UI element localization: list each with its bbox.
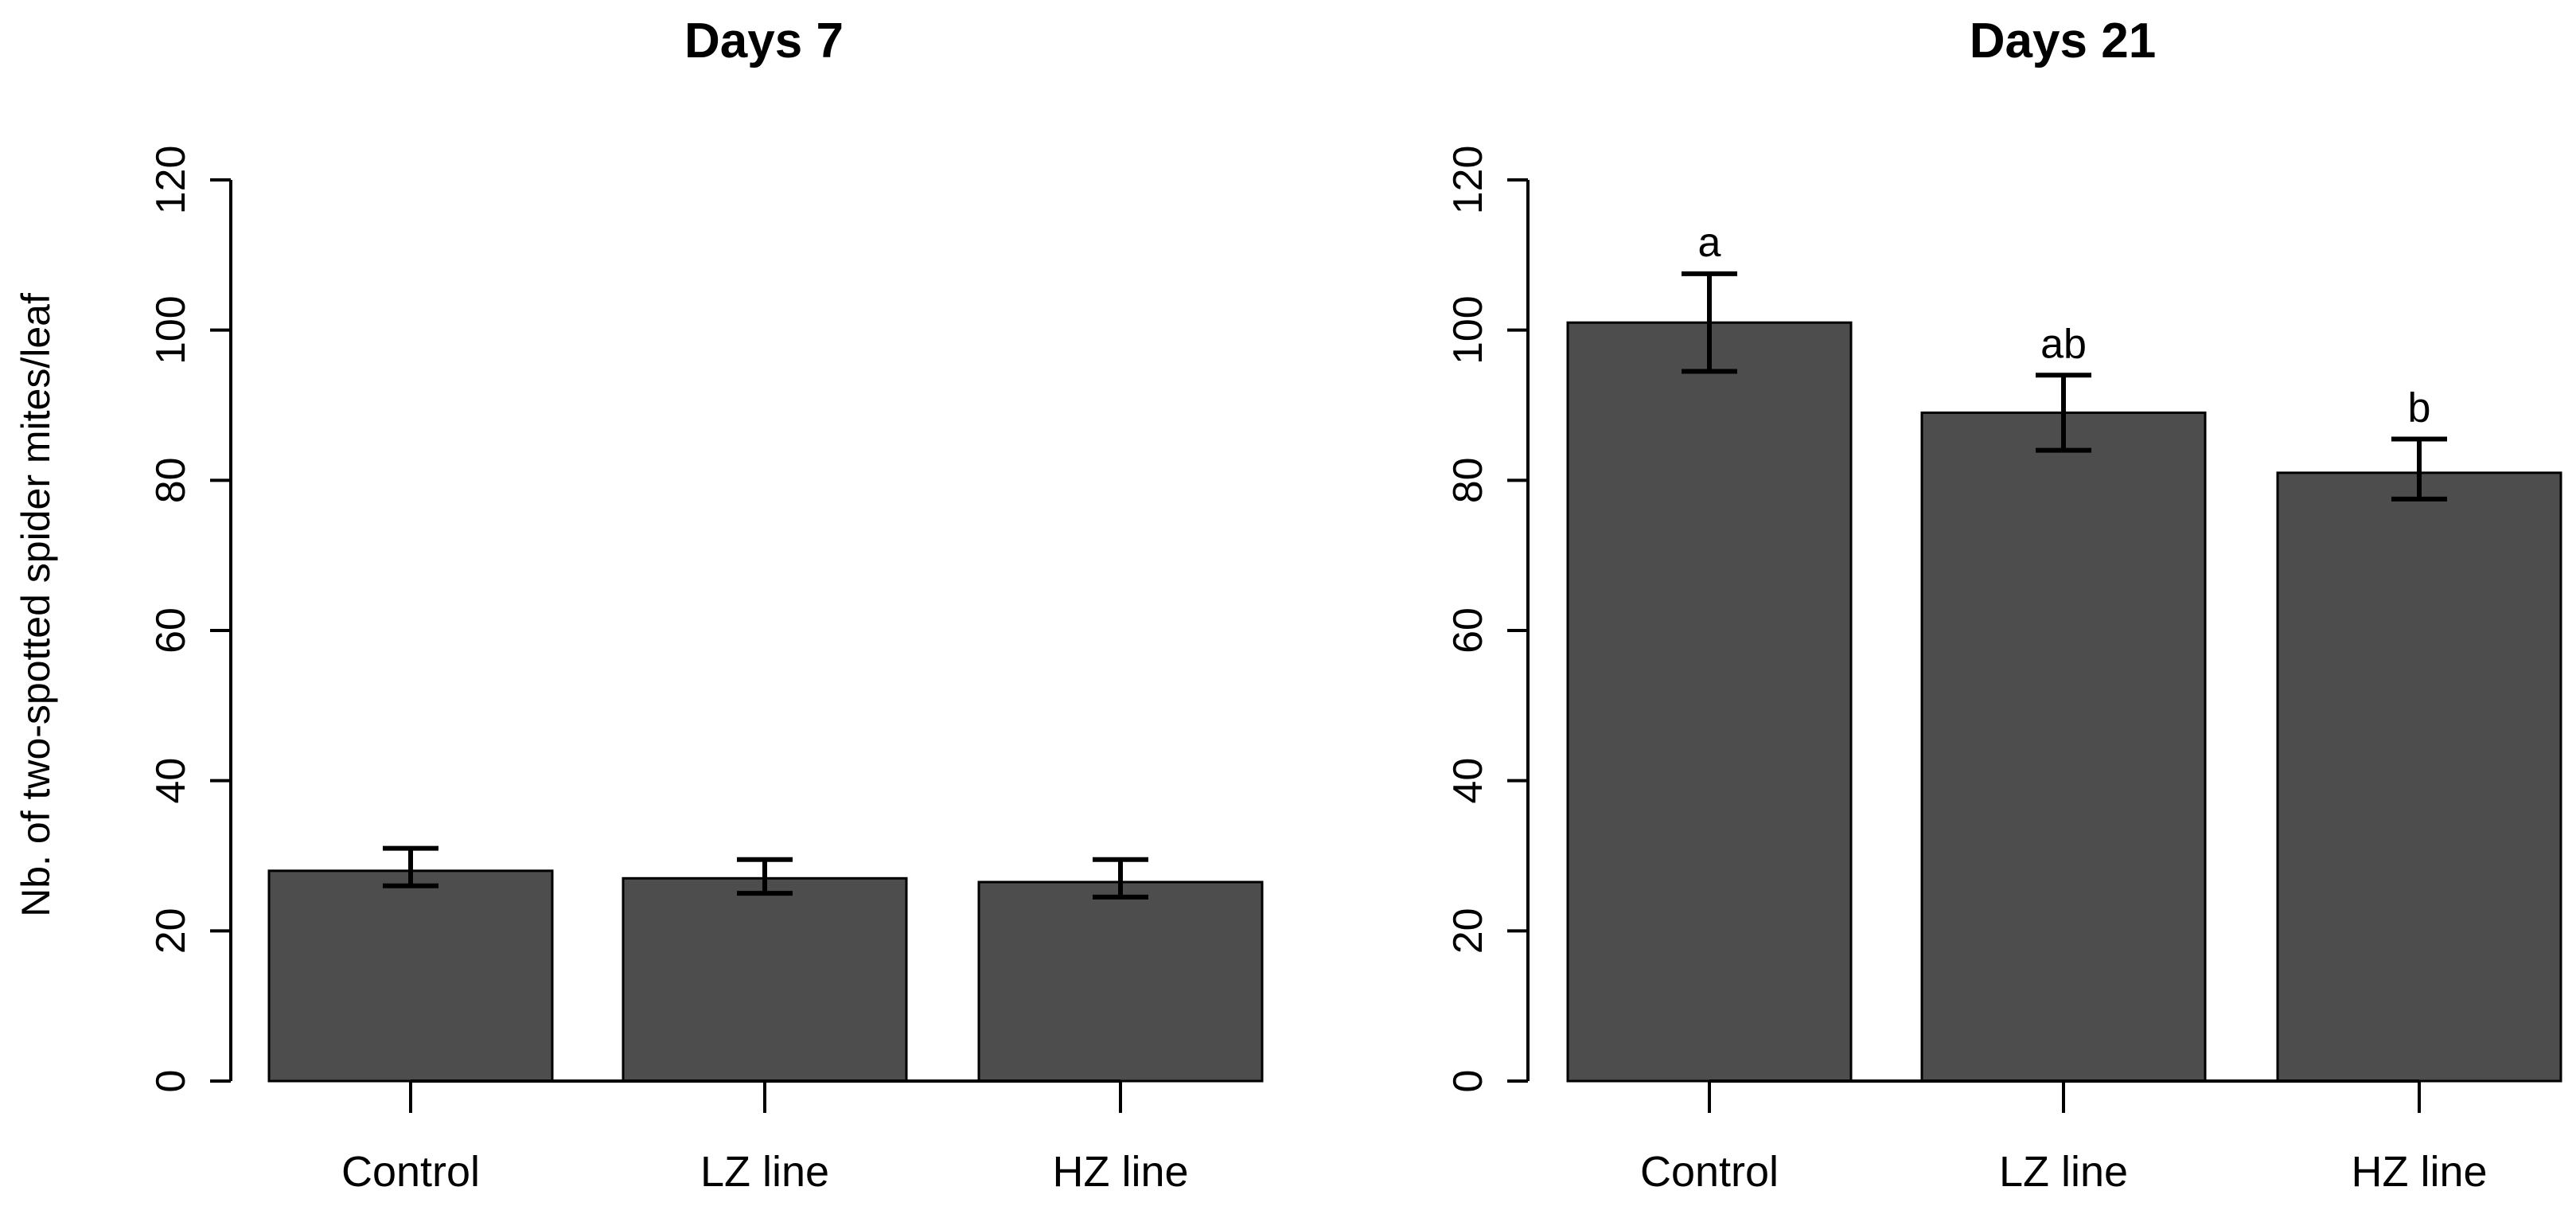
y-tick-label: 120 xyxy=(1445,146,1491,215)
y-axis-label: Nb. of two-spotted spider mites/leaf xyxy=(14,293,58,917)
bars-group xyxy=(1566,321,2562,1083)
y-tick-label: 80 xyxy=(1445,457,1491,503)
y-tick-label: 20 xyxy=(1445,908,1491,954)
y-tick-label: 100 xyxy=(1445,295,1491,365)
bar-hz-line xyxy=(977,880,1264,1083)
bar-control xyxy=(1566,321,1853,1083)
y-tick-label: 80 xyxy=(148,457,194,503)
panel-days-21: Days 21 0 20 40 60 80 100 120 Control a LZ line ab… xyxy=(1445,14,2562,1196)
bar-control xyxy=(267,869,554,1083)
y-tick-label: 0 xyxy=(148,1070,194,1093)
x-tick-label: Control xyxy=(341,1148,480,1196)
bar-lz-line xyxy=(1920,411,2207,1083)
x-tick-label: LZ line xyxy=(1999,1148,2128,1196)
significance-letter: a xyxy=(1698,220,1721,266)
panel-days-7: Days 7 Nb. of two-spotted spider mites/l… xyxy=(14,14,1264,1196)
x-tick-label: LZ line xyxy=(700,1148,829,1196)
y-tick-label: 120 xyxy=(148,146,194,215)
significance-letter: ab xyxy=(2040,321,2087,367)
chart-title: Days 7 xyxy=(684,14,844,68)
y-tick-label: 40 xyxy=(148,758,194,804)
x-tick-label: Control xyxy=(1640,1148,1779,1196)
chart-title: Days 21 xyxy=(1970,14,2156,68)
bar-hz-line xyxy=(2276,471,2562,1083)
significance-letter: b xyxy=(2408,384,2431,431)
bars-group xyxy=(267,869,1264,1083)
y-tick-label: 100 xyxy=(148,295,194,365)
x-tick-label: HZ line xyxy=(2351,1148,2487,1196)
bar-lz-line xyxy=(622,876,908,1083)
y-tick-label: 20 xyxy=(148,908,194,954)
y-tick-label: 40 xyxy=(1445,758,1491,804)
y-tick-label: 60 xyxy=(1445,607,1491,654)
y-tick-label: 0 xyxy=(1445,1070,1491,1093)
y-tick-label: 60 xyxy=(148,607,194,654)
x-tick-label: HZ line xyxy=(1052,1148,1188,1196)
